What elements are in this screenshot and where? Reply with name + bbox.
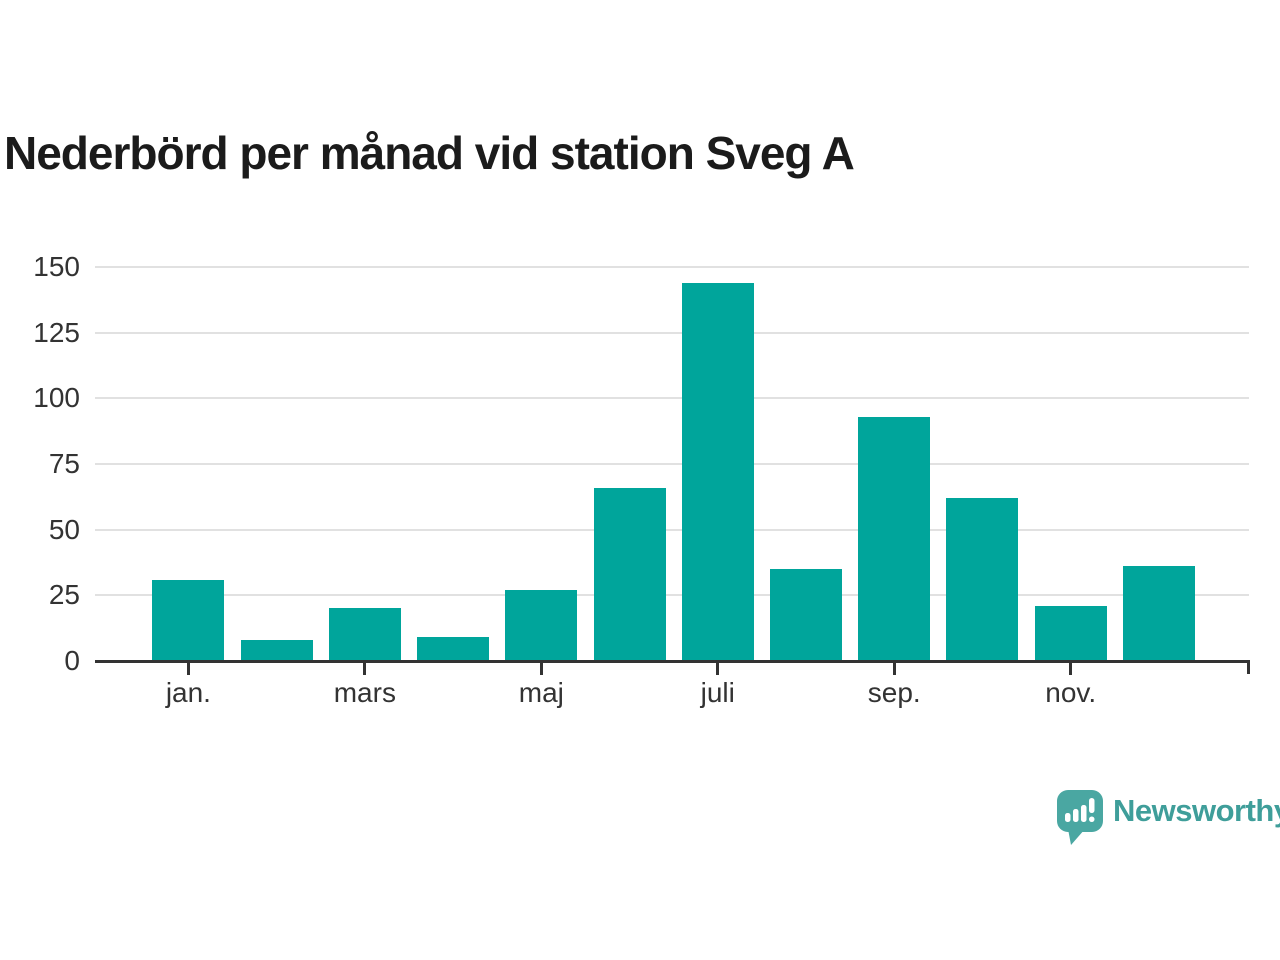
x-tick-juli <box>716 663 720 675</box>
bar-juni <box>593 487 666 661</box>
x-tick-label-mars: mars <box>333 677 396 708</box>
x-tick-label-sep: sep. <box>867 677 921 708</box>
y-tick-label-25: 25 <box>48 579 80 611</box>
x-tick-sep <box>892 663 896 675</box>
x-tick-nov <box>1069 663 1073 675</box>
bar-sep <box>858 416 931 661</box>
x-tick-label-juli: juli <box>700 677 735 708</box>
bar-okt <box>946 498 1019 661</box>
x-tick-maj <box>539 663 543 675</box>
bar-apr <box>417 637 490 661</box>
gridline-125 <box>95 331 1249 334</box>
y-tick-label-100: 100 <box>33 382 80 414</box>
x-tick-label-maj: maj <box>518 677 564 708</box>
gridline-50 <box>95 528 1249 531</box>
x-tick-jan <box>186 663 190 675</box>
gridline-150 <box>95 265 1249 268</box>
chart-title: Nederbörd per månad vid station Sveg A <box>4 127 855 179</box>
x-tick-label-jan: jan. <box>165 677 211 708</box>
bar-jan <box>152 579 225 661</box>
newsworthy-logo-text: Newsworthy <box>1113 793 1280 828</box>
y-tick-label-50: 50 <box>48 513 80 545</box>
x-tick-label-nov: nov. <box>1045 677 1097 708</box>
y-tick-label-75: 75 <box>48 447 80 479</box>
gridline-100 <box>95 397 1249 400</box>
bar-maj <box>505 590 578 661</box>
y-tick-label-150: 150 <box>33 250 80 282</box>
newsworthy-logo-icon <box>1057 790 1103 845</box>
y-tick-label-0: 0 <box>64 645 80 676</box>
bar-dec <box>1122 566 1195 661</box>
bar-nov <box>1034 605 1107 661</box>
gridline-75 <box>95 462 1249 465</box>
x-axis-endcap <box>1247 660 1250 674</box>
bar-juli <box>681 282 754 661</box>
bar-feb <box>240 639 313 661</box>
x-axis-line <box>95 660 1250 663</box>
x-tick-mars <box>363 663 367 675</box>
newsworthy-logo: Newsworthy <box>1056 789 1280 847</box>
y-tick-label-125: 125 <box>33 316 80 348</box>
bar-mars <box>328 608 401 661</box>
bar-aug <box>770 569 842 661</box>
gridline-25 <box>95 594 1249 597</box>
